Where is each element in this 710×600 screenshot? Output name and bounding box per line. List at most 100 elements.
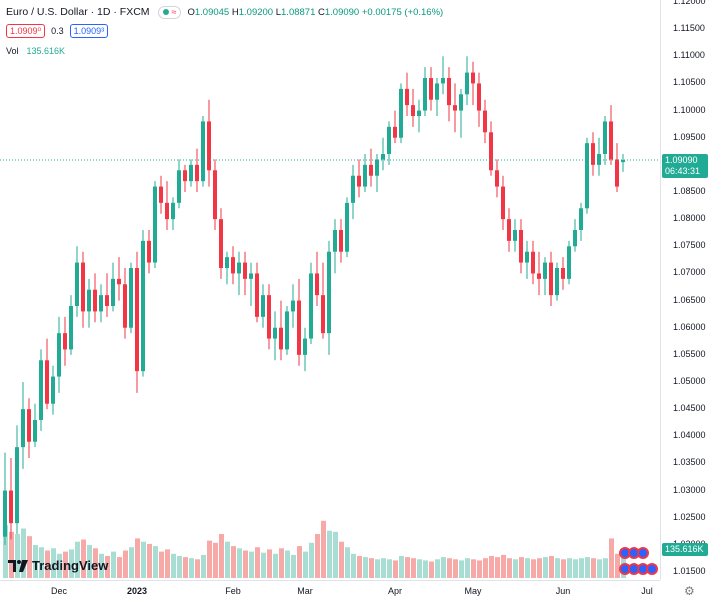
price-tick-label: 1.03000: [673, 484, 706, 495]
candle: [477, 72, 481, 127]
volume-bar: [561, 559, 566, 578]
candle: [201, 116, 205, 187]
candle: [357, 159, 361, 198]
candle: [45, 338, 49, 410]
volume-bar: [261, 552, 266, 578]
low-value: 1.08871: [281, 6, 316, 18]
price-tick-label: 1.07500: [673, 240, 706, 251]
events-group-bottom[interactable]: [619, 563, 658, 575]
candle: [423, 67, 427, 116]
candle: [411, 88, 415, 127]
market-status-pill[interactable]: ≈: [157, 5, 182, 19]
volume-bar: [525, 558, 530, 578]
low-label: L: [275, 6, 282, 18]
candle: [471, 61, 475, 106]
candle: [519, 219, 523, 274]
candle: [99, 284, 103, 323]
candle: [561, 257, 565, 290]
volume-bar: [363, 557, 368, 578]
candle: [285, 306, 289, 355]
volume-bar: [33, 545, 38, 578]
volume-bar: [9, 531, 14, 578]
brand-name: TradingView: [32, 558, 109, 573]
volume-bar: [597, 559, 602, 578]
volume-bar: [117, 557, 122, 578]
volume-tag: 135.616K: [662, 543, 708, 556]
candlestick-chart[interactable]: [0, 0, 660, 580]
candle: [375, 154, 379, 192]
candle: [567, 240, 571, 285]
volume-bar: [39, 547, 44, 578]
candle: [321, 262, 325, 339]
volume-bar: [69, 549, 74, 578]
candle: [417, 99, 421, 133]
spread-value: 0.3: [51, 26, 64, 36]
volume-bar: [573, 559, 578, 578]
candle: [21, 382, 25, 469]
volume-bar: [555, 558, 560, 578]
time-axis[interactable]: Dec 2023 Feb Mar Apr May Jun Jul: [0, 580, 660, 600]
volume-bar: [579, 558, 584, 578]
volume-label[interactable]: Vol: [6, 46, 19, 56]
volume-bar: [321, 520, 326, 578]
settings-gear-icon[interactable]: ⚙: [684, 584, 695, 598]
candle: [111, 262, 115, 312]
candle: [507, 208, 511, 252]
price-tick-label: 1.05000: [673, 376, 706, 386]
price-tick-label: 1.06000: [673, 321, 706, 332]
sell-button[interactable]: 1.0909⁰: [6, 24, 46, 38]
symbol-title[interactable]: Euro / U.S. Dollar · 1D · FXCM: [6, 6, 150, 18]
volume-bar: [429, 561, 434, 578]
events-group-top[interactable]: [619, 547, 649, 559]
volume-bar: [315, 534, 320, 578]
candle: [39, 349, 43, 431]
candle: [441, 56, 445, 95]
candle: [177, 159, 181, 209]
candle: [15, 425, 19, 534]
price-tick-label: 1.03500: [673, 457, 706, 468]
candle: [105, 273, 109, 317]
volume-bar: [273, 553, 278, 578]
tradingview-logo[interactable]: TradingView: [8, 558, 108, 573]
volume-bar: [21, 528, 26, 578]
candle: [57, 316, 61, 393]
price-tick-label: 1.08000: [673, 213, 706, 224]
price-tick-label: 1.06500: [673, 294, 706, 305]
candle: [333, 219, 337, 274]
volume-bar: [501, 554, 506, 578]
volume-bar: [519, 557, 524, 578]
time-tick-label: Dec: [50, 586, 68, 596]
candle: [387, 121, 391, 165]
chart-pane[interactable]: [0, 0, 660, 580]
candle: [369, 148, 373, 187]
legend-symbol-row: Euro / U.S. Dollar · 1D · FXCM ≈ O1.0904…: [6, 4, 443, 20]
candle: [351, 164, 355, 220]
event-flag-icon[interactable]: [646, 563, 658, 575]
price-axis[interactable]: 1.12000 1.11500 1.11000 1.10500 1.10000 1.095…: [660, 0, 710, 580]
last-price-tag: 1.09090 06:43:31: [662, 153, 708, 178]
volume-bar: [195, 559, 200, 578]
price-tick-label: 1.01500: [673, 566, 706, 576]
volume-bar: [375, 559, 380, 578]
candle: [435, 78, 439, 116]
candle: [219, 208, 223, 279]
volume-bar: [99, 553, 104, 578]
volume-bar: [507, 558, 512, 578]
time-tick-label: May: [464, 586, 482, 596]
volume-bar: [57, 553, 62, 578]
volume-value: 135.616K: [26, 46, 66, 56]
volume-bar: [603, 558, 608, 578]
volume-bar: [585, 557, 590, 578]
candle: [165, 181, 169, 230]
buy-button[interactable]: 1.0909³: [69, 24, 109, 38]
candle: [543, 257, 547, 296]
event-flag-icon[interactable]: [637, 547, 649, 559]
close-label: C: [318, 6, 325, 18]
volume-bar: [327, 530, 332, 578]
volume-bar: [381, 558, 386, 578]
volume-bar: [447, 558, 452, 578]
candle: [93, 273, 97, 323]
candle: [33, 403, 37, 448]
candle: [465, 56, 469, 106]
candle: [87, 278, 91, 328]
